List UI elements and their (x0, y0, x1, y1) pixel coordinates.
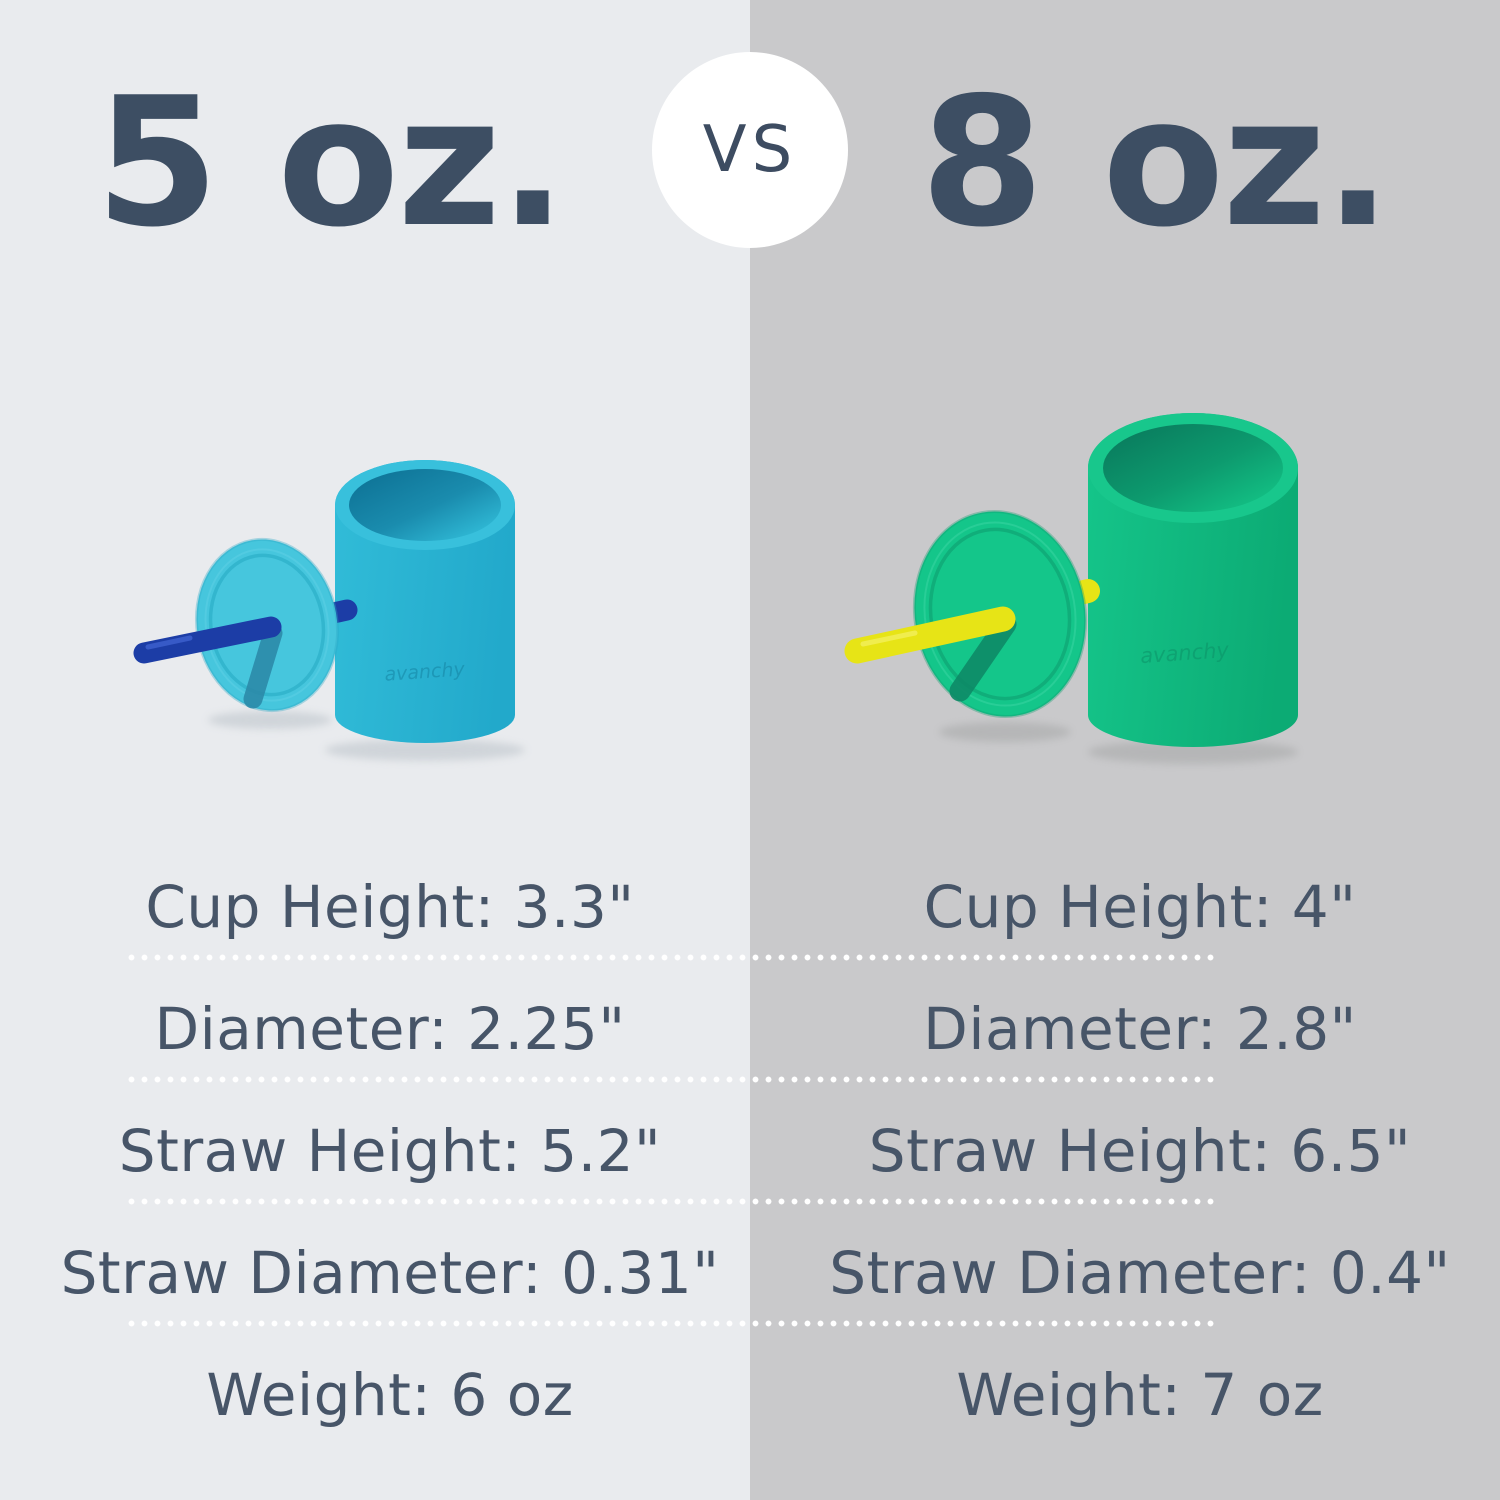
spec-left-cup-height: Cup Height: 3.3" (145, 873, 635, 941)
vs-label: VS (702, 113, 798, 187)
right-straw-highlight (860, 630, 918, 647)
spec-left-straw-height: Straw Height: 5.2" (118, 1117, 662, 1185)
right-size-title: 8 oz. (920, 59, 1391, 266)
left-lid-shadow (208, 711, 332, 729)
left-product-image-5oz-cup: avanchy (133, 460, 525, 761)
left-cup-shadow (325, 739, 525, 761)
left-straw-highlight (145, 635, 193, 650)
dotted-divider-2 (125, 1076, 1215, 1083)
spec-row-straw-height: Straw Height: 5.2" Straw Height: 6.5" (15, 1118, 1500, 1184)
spec-row-diameter: Diameter: 2.25" Diameter: 2.8" (15, 996, 1500, 1062)
left-straw-shadow-on-lid (243, 623, 283, 709)
vs-badge: VS (652, 52, 848, 248)
spec-left-weight: Weight: 6 oz (206, 1361, 574, 1429)
right-straw-shadow-on-lid (949, 613, 1017, 702)
spec-right-weight: Weight: 7 oz (956, 1361, 1324, 1429)
left-cup-opening (349, 469, 501, 541)
spec-right-straw-height: Straw Height: 6.5" (868, 1117, 1412, 1185)
right-lid-shadow (939, 722, 1071, 742)
right-straw (844, 606, 1016, 664)
right-cup-opening (1103, 424, 1283, 512)
right-cup-shadow (1088, 740, 1298, 764)
spec-right-cup-height: Cup Height: 4" (923, 873, 1357, 941)
dotted-divider-4 (125, 1320, 1215, 1327)
spec-right-diameter: Diameter: 2.8" (923, 995, 1357, 1063)
spec-row-cup-height: Cup Height: 3.3" Cup Height: 4" (15, 874, 1500, 940)
spec-left-straw-diameter: Straw Diameter: 0.31" (60, 1239, 720, 1307)
left-straw (133, 616, 282, 664)
spec-right-straw-diameter: Straw Diameter: 0.4" (829, 1239, 1451, 1307)
right-product-image-8oz-cup: avanchy (844, 413, 1298, 764)
spec-row-weight: Weight: 6 oz Weight: 7 oz (15, 1362, 1500, 1428)
spec-row-straw-diameter: Straw Diameter: 0.31" Straw Diameter: 0.… (15, 1240, 1500, 1306)
left-size-title: 5 oz. (95, 59, 566, 266)
spec-left-diameter: Diameter: 2.25" (154, 995, 626, 1063)
dotted-divider-3 (125, 1198, 1215, 1205)
dotted-divider-1 (125, 954, 1215, 961)
